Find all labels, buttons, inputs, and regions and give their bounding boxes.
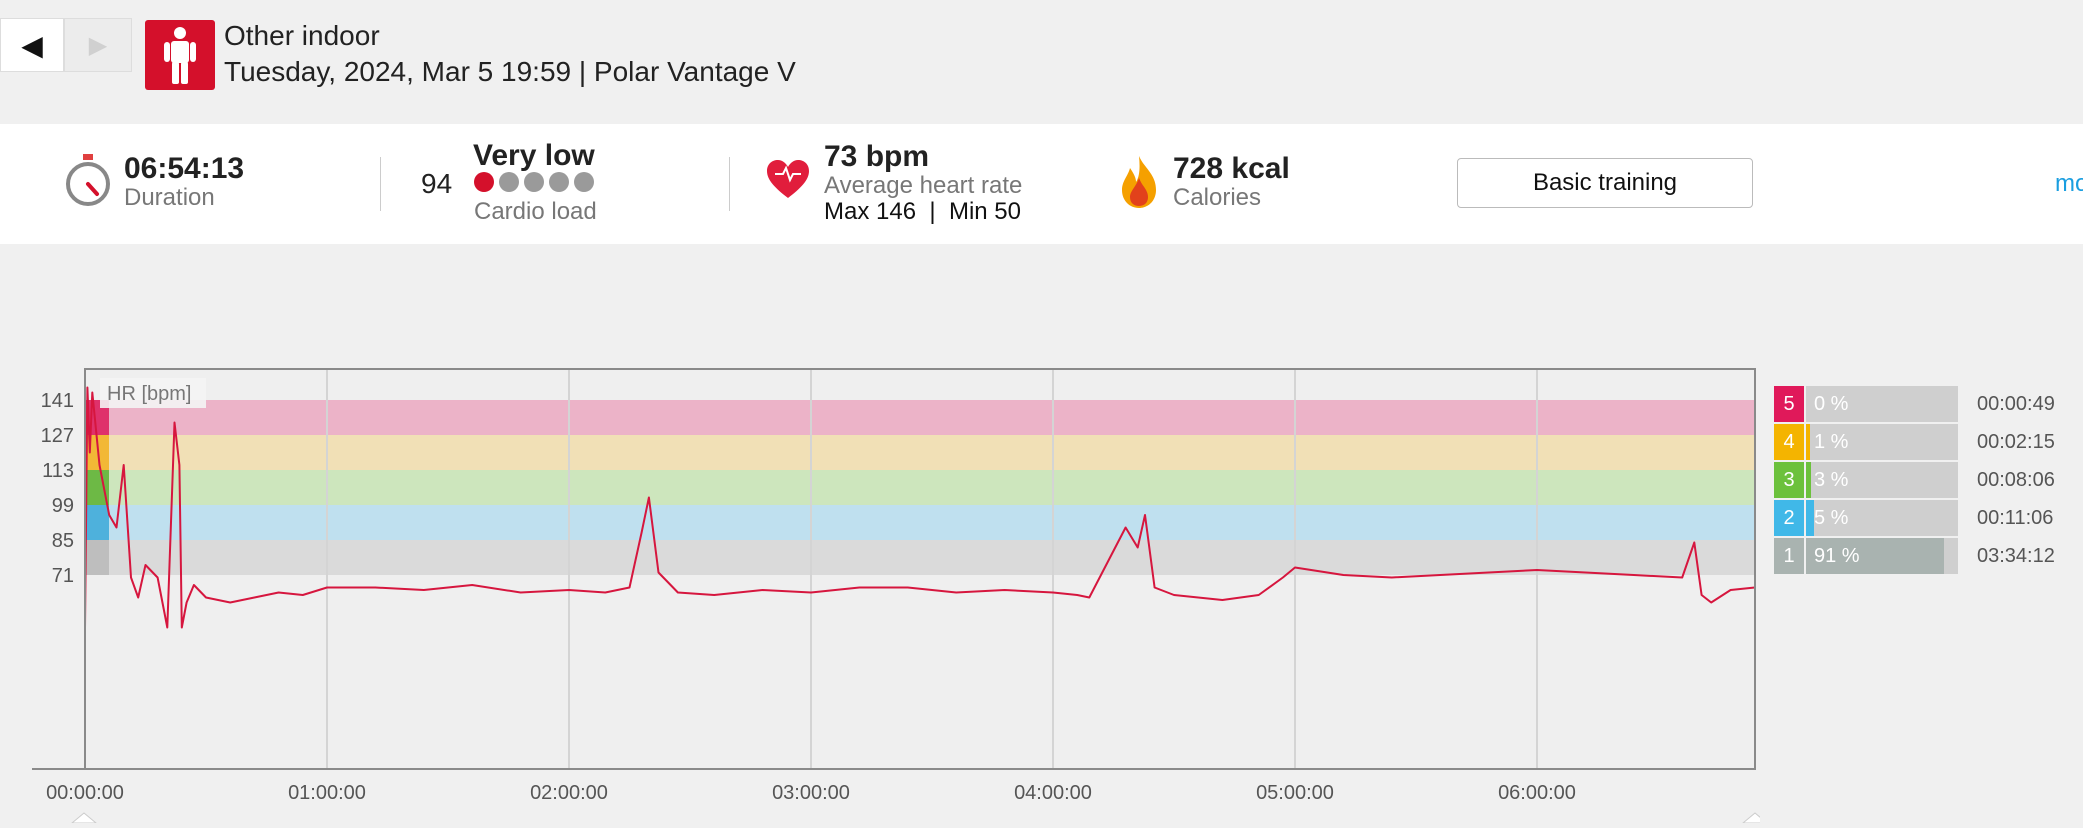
zone-time: 00:02:15 bbox=[1977, 431, 2055, 453]
zone-band-5 bbox=[85, 400, 1755, 435]
back-button[interactable]: ◀ bbox=[0, 18, 64, 72]
x-tick-label: 03:00:00 bbox=[772, 782, 850, 804]
zone-fill bbox=[1806, 462, 1811, 498]
divider bbox=[729, 157, 730, 211]
zone-percent: 91 % bbox=[1814, 544, 1860, 567]
training-benefit-button[interactable]: Basic training bbox=[1457, 158, 1753, 208]
cardio-dot bbox=[524, 172, 544, 192]
cardio-dot bbox=[549, 172, 569, 192]
zone-band-1 bbox=[85, 540, 1755, 575]
zone-row-2: 2 5 % bbox=[1774, 500, 1958, 536]
cardio-load-level: Very low bbox=[473, 139, 595, 172]
calories-label: Calories bbox=[1173, 184, 1262, 211]
back-arrow-icon: ◀ bbox=[21, 29, 43, 61]
max-min-hr: Max 146 | Min 50 bbox=[824, 198, 1021, 225]
forward-button[interactable]: ▶ bbox=[64, 18, 132, 72]
zone-edge-1 bbox=[85, 540, 109, 575]
zone-number: 5 bbox=[1774, 386, 1804, 422]
duration-label: Duration bbox=[124, 184, 215, 211]
zone-time: 00:08:06 bbox=[1977, 469, 2055, 491]
zone-band-2 bbox=[85, 505, 1755, 540]
zone-number: 2 bbox=[1774, 500, 1804, 536]
zone-band-4 bbox=[85, 435, 1755, 470]
zone-percent: 3 % bbox=[1814, 468, 1849, 491]
zone-fill bbox=[1806, 424, 1810, 460]
zone-number: 4 bbox=[1774, 424, 1804, 460]
cardio-load-value: 94 bbox=[421, 168, 453, 199]
series-label-bg bbox=[100, 378, 206, 408]
zone-fill bbox=[1806, 500, 1814, 536]
x-tick-label: 00:00:00 bbox=[46, 782, 124, 804]
hr-chart-area: 00:00:00 01:00:00 02:00:00 03:00:00 04:00:00… bbox=[0, 340, 2083, 824]
zone-row-5: 5 0 % bbox=[1774, 386, 1958, 422]
y-tick-label: 141 bbox=[41, 390, 74, 412]
x-tick-label: 02:00:00 bbox=[530, 782, 608, 804]
divider bbox=[380, 157, 381, 211]
y-tick-label: 71 bbox=[52, 565, 74, 587]
zone-time: 03:34:12 bbox=[1977, 545, 2055, 567]
zone-band-3 bbox=[85, 470, 1755, 505]
heart-icon bbox=[765, 158, 811, 205]
range-handle-right bbox=[1741, 812, 1769, 824]
zone-row-3: 3 3 % bbox=[1774, 462, 1958, 498]
zone-time: 00:11:06 bbox=[1977, 507, 2054, 529]
y-tick-label: 99 bbox=[52, 495, 74, 517]
avg-hr-label: Average heart rate bbox=[824, 172, 1023, 199]
zone-bar bbox=[1806, 500, 1958, 536]
zone-percent: 0 % bbox=[1814, 392, 1849, 415]
zone-percent: 1 % bbox=[1814, 430, 1849, 453]
zone-number: 1 bbox=[1774, 538, 1804, 574]
cardio-dot-filled bbox=[474, 172, 494, 192]
x-tick-label: 01:00:00 bbox=[288, 782, 366, 804]
zone-bar bbox=[1806, 386, 1958, 422]
zone-time: 00:00:49 bbox=[1977, 393, 2055, 415]
zone-row-4: 4 1 % bbox=[1774, 424, 1958, 460]
more-link[interactable]: mo bbox=[2055, 170, 2083, 197]
zone-edge-2 bbox=[85, 505, 109, 540]
y-tick-label: 113 bbox=[42, 460, 74, 482]
y-tick-label: 85 bbox=[52, 530, 74, 552]
zone-bar bbox=[1806, 424, 1958, 460]
x-tick-label: 06:00:00 bbox=[1498, 782, 1576, 804]
cardio-load-label: Cardio load bbox=[474, 198, 597, 225]
person-icon bbox=[145, 20, 215, 90]
zone-edge-3 bbox=[85, 470, 109, 505]
cardio-dot bbox=[574, 172, 594, 192]
summary-bar: 06:54:13 Duration 94 Very low Cardio loa… bbox=[0, 124, 2083, 244]
zone-percent: 5 % bbox=[1814, 506, 1849, 529]
cardio-dot bbox=[499, 172, 519, 192]
x-tick-label: 05:00:00 bbox=[1256, 782, 1334, 804]
zone-number: 3 bbox=[1774, 462, 1804, 498]
flame-icon bbox=[1118, 154, 1160, 215]
zone-bar bbox=[1806, 462, 1958, 498]
x-tick-label: 04:00:00 bbox=[1014, 782, 1092, 804]
zone-fill bbox=[1806, 538, 1945, 574]
series-label: HR [bpm] bbox=[107, 383, 191, 405]
activity-header: ◀ ▶ Other indoor Tuesday, 2024, Mar 5 19… bbox=[0, 0, 2083, 124]
sport-title: Other indoor bbox=[224, 20, 380, 51]
duration-value: 06:54:13 bbox=[124, 152, 245, 185]
avg-hr-value: 73 bpm bbox=[824, 140, 930, 173]
hr-chart: 00:00:00 01:00:00 02:00:00 03:00:00 04:00:00… bbox=[32, 368, 1769, 824]
forward-arrow-icon: ▶ bbox=[88, 31, 108, 59]
cardio-load-dots bbox=[474, 172, 599, 197]
session-date-device: Tuesday, 2024, Mar 5 19:59 | Polar Vanta… bbox=[224, 56, 796, 87]
calories-value: 728 kcal bbox=[1173, 152, 1290, 185]
y-tick-label: 127 bbox=[41, 425, 74, 447]
hr-series-line bbox=[84, 386, 1755, 629]
stopwatch-icon bbox=[64, 154, 112, 213]
zone-row-1: 1 91 % bbox=[1774, 538, 1958, 574]
range-handle-left bbox=[70, 812, 98, 824]
